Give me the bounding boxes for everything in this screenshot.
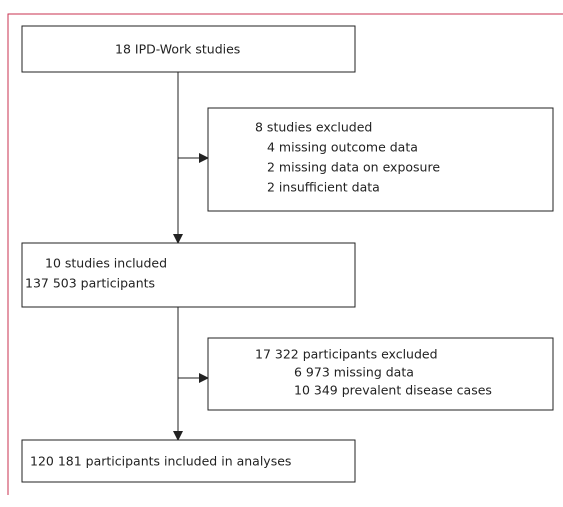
node-line: 17 322 participants excluded [255,347,438,362]
node-line: 2 insufficient data [267,180,380,195]
node-line: 10 349 prevalent disease cases [294,383,492,398]
node-box [21,242,356,308]
node-box [21,439,356,483]
node-box [207,337,554,411]
node-line: 137 503 participants [25,276,155,291]
node-label: 120 181 participants included in analyse… [30,454,291,469]
node-line: 6 973 missing data [294,365,414,380]
node-line: 10 studies included [45,256,167,271]
node-label: 18 IPD-Work studies [115,42,240,57]
node-line: 2 missing data on exposure [267,160,440,175]
frame-border [7,13,563,495]
node-line: 8 studies excluded [255,120,372,135]
node-box [207,107,554,212]
node-line: 4 missing outcome data [267,140,418,155]
node-box [21,25,356,73]
